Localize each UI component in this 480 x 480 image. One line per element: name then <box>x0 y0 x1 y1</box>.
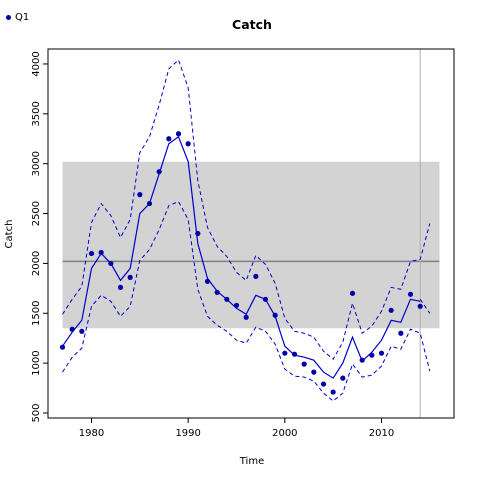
legend-marker <box>6 15 11 20</box>
data-point <box>185 141 191 147</box>
data-point <box>146 200 153 207</box>
data-point <box>195 230 201 237</box>
data-point <box>398 330 404 336</box>
x-tick-label: 2010 <box>369 428 394 439</box>
y-axis-label: Catch <box>4 220 15 249</box>
data-point <box>330 389 336 395</box>
data-point <box>233 302 240 308</box>
data-point <box>320 381 327 387</box>
legend: Q1 <box>6 12 29 23</box>
x-tick-label: 2000 <box>272 428 297 439</box>
data-point <box>127 274 133 280</box>
data-point <box>417 303 423 309</box>
y-tick-label: 2500 <box>31 201 42 226</box>
y-tick-label: 500 <box>31 403 42 422</box>
legend-label: Q1 <box>15 12 30 23</box>
data-point <box>156 169 162 175</box>
data-point <box>301 361 307 367</box>
x-tick-label: 1990 <box>175 428 200 439</box>
data-point <box>272 312 278 318</box>
data-point <box>117 284 124 290</box>
data-point <box>79 328 85 334</box>
data-point <box>378 350 385 356</box>
x-tick-label: 1980 <box>79 428 104 439</box>
data-point <box>311 369 317 375</box>
y-tick-label: 3500 <box>31 101 42 126</box>
data-point <box>340 375 346 381</box>
data-point <box>69 326 75 332</box>
data-point <box>369 352 375 358</box>
lower-bound-line <box>62 200 431 402</box>
data-point <box>166 136 172 142</box>
fitted-line <box>62 135 421 379</box>
y-tick-label: 1000 <box>31 350 42 375</box>
plot-frame <box>47 48 455 419</box>
data-point <box>291 351 298 357</box>
data-point <box>137 192 143 198</box>
chart-title: Catch <box>232 17 272 32</box>
data-point <box>175 131 182 137</box>
plot-area: 1980 1990 2000 2010 500 1000 1500 2000 2500 3000 3… <box>31 48 455 439</box>
y-tick-label: 3000 <box>31 151 42 176</box>
data-point <box>88 250 95 257</box>
data-point <box>388 307 394 313</box>
data-point <box>108 260 114 267</box>
data-point <box>204 278 211 284</box>
data-point <box>253 273 259 279</box>
data-point <box>243 314 249 320</box>
reference-band <box>62 161 440 329</box>
data-point <box>407 291 414 297</box>
data-point <box>214 289 220 295</box>
y-tick-label: 2000 <box>31 251 42 276</box>
upper-bound-line <box>62 59 431 360</box>
projection-tail-line <box>419 299 431 314</box>
data-point <box>359 357 365 363</box>
y-tick-label: 1500 <box>31 301 42 326</box>
data-point <box>349 290 356 296</box>
x-axis-label: Time <box>239 456 264 467</box>
data-point <box>98 249 104 256</box>
data-point <box>224 296 230 302</box>
y-tick-label: 4000 <box>31 51 42 76</box>
data-point <box>59 344 66 350</box>
data-point <box>282 350 288 356</box>
data-point <box>262 296 269 302</box>
